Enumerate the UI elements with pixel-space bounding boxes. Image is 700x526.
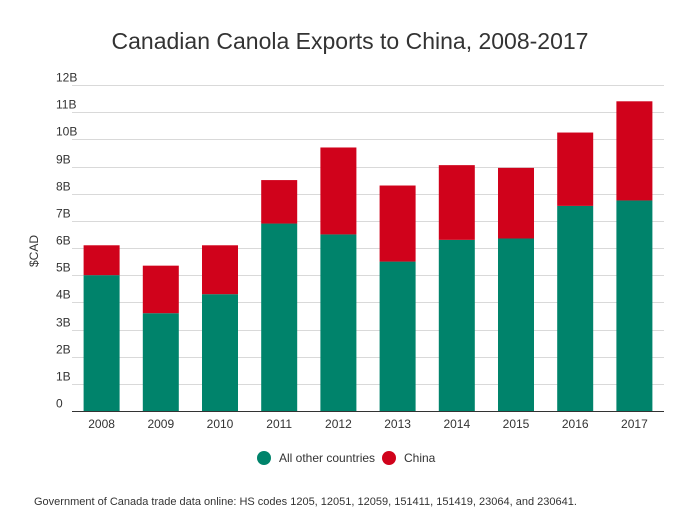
y-tick-label: 6B [56,234,71,248]
y-tick-label: 5B [56,261,71,275]
bar-other-countries-2015 [498,238,534,411]
y-tick-label: 2B [56,343,71,357]
x-tick-label: 2015 [503,417,530,431]
y-tick-label: 8B [56,180,71,194]
legend-swatch-china [382,451,396,465]
bar-other-countries-2012 [320,234,357,411]
bar-china-2013 [379,185,416,262]
x-tick-label: 2009 [147,417,174,431]
bar-china-2009 [142,265,179,314]
y-tick-label: 7B [56,207,71,221]
bar-other-countries-2014 [438,239,475,411]
bar-other-countries-2010 [202,294,238,411]
bar-other-countries-2009 [142,313,179,411]
bar-other-countries-2016 [557,205,594,411]
y-tick-label: 12B [56,71,77,85]
x-tick-label: 2010 [207,417,234,431]
bars [83,101,653,411]
bar-china-2011 [261,180,298,224]
bar-china-2017 [616,101,653,201]
y-tick-label: 10B [56,125,77,139]
legend-label-china: China [404,451,436,465]
bar-other-countries-2011 [261,223,298,411]
y-tick-label: 4B [56,288,71,302]
x-axis-ticks: 2008 2009 2010 2011 2012 2013 2014 2015 2016 2017 [88,417,648,431]
legend-swatch-other-countries [257,451,271,465]
bar-china-2015 [498,167,534,239]
y-tick-label: 3B [56,316,71,330]
y-tick-label: 11B [56,98,76,112]
bar-other-countries-2013 [379,261,416,411]
bar-china-2008 [83,245,120,276]
x-tick-label: 2016 [562,417,589,431]
x-tick-label: 2014 [443,417,470,431]
x-tick-label: 2017 [621,417,648,431]
bar-china-2010 [202,245,238,295]
legend-label-other-countries: All other countries [279,451,375,465]
bar-china-2012 [320,147,357,235]
chart-title: Canadian Canola Exports to China, 2008-2… [112,28,589,54]
y-tick-label: 0 [56,397,63,411]
bar-other-countries-2017 [616,200,653,411]
source-note: Government of Canada trade data online: … [34,496,577,508]
y-tick-label: 9B [56,153,71,167]
bar-other-countries-2008 [83,275,120,411]
x-tick-label: 2013 [384,417,411,431]
x-tick-label: 2008 [88,417,115,431]
x-tick-label: 2012 [325,417,352,431]
y-axis-ticks: 0 1B 2B 3B 4B 5B 6B 7B 8B 9B 10B 11B 12B [56,71,77,411]
y-axis-label: $CAD [27,235,41,267]
bar-china-2014 [438,165,475,240]
y-tick-label: 1B [56,370,71,384]
x-tick-label: 2011 [266,417,292,431]
legend: All other countries China [257,451,436,465]
bar-china-2016 [557,132,594,206]
